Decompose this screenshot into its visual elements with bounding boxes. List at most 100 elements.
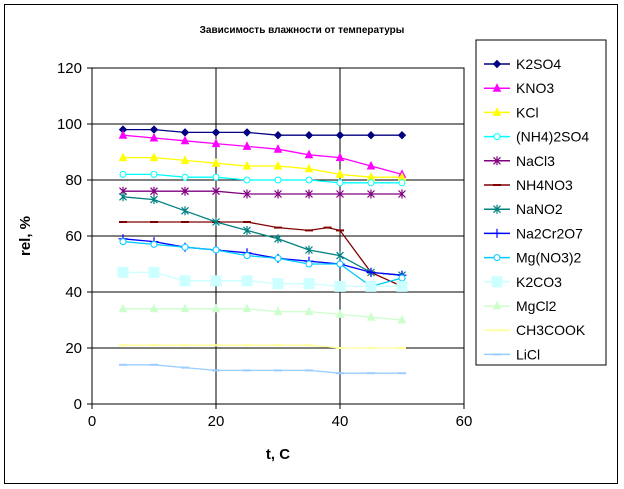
series-line xyxy=(122,196,403,276)
data-point xyxy=(241,275,253,287)
legend-entry: (NH4)2SO4 xyxy=(484,129,589,145)
data-point xyxy=(242,128,252,137)
data-point xyxy=(396,280,408,292)
data-point xyxy=(272,278,284,290)
data-point xyxy=(398,189,406,199)
legend-marker xyxy=(491,276,503,288)
data-point xyxy=(398,274,406,282)
data-point xyxy=(212,186,220,196)
y-axis-label: rel, % xyxy=(17,216,34,256)
data-point xyxy=(242,160,252,170)
data-point xyxy=(336,260,344,268)
y-tick-label: 100 xyxy=(57,116,82,133)
data-point xyxy=(367,189,375,199)
data-point xyxy=(303,278,315,290)
data-point xyxy=(181,243,189,251)
data-point xyxy=(336,189,344,199)
data-point xyxy=(398,179,406,187)
legend-label: CH3COOK xyxy=(516,322,586,338)
data-point xyxy=(366,160,376,170)
series-line xyxy=(123,173,402,184)
data-point xyxy=(211,128,221,137)
series-line xyxy=(122,238,403,276)
data-point xyxy=(335,152,345,162)
data-point xyxy=(273,130,283,140)
legend-entry: CH3COOK xyxy=(484,322,586,338)
legend-label: NaCl3 xyxy=(516,153,555,169)
data-point xyxy=(180,155,190,164)
data-point xyxy=(211,138,221,148)
data-point xyxy=(181,206,189,216)
legend-label: K2SO4 xyxy=(516,56,561,72)
data-point xyxy=(118,303,128,313)
data-point xyxy=(273,144,283,153)
data-point xyxy=(180,135,190,145)
data-point xyxy=(150,195,158,205)
data-point xyxy=(304,130,314,140)
legend-marker xyxy=(492,107,502,116)
legend-entry: Na2Cr2O7 xyxy=(484,225,583,241)
legend-label: NaNO2 xyxy=(516,201,563,217)
data-point xyxy=(397,130,407,140)
legend-marker xyxy=(493,133,501,141)
data-point xyxy=(210,275,222,287)
data-point xyxy=(149,303,159,313)
x-tick-label: 20 xyxy=(208,413,225,430)
legend-label: (NH4)2SO4 xyxy=(516,129,589,145)
series-k2co3 xyxy=(117,266,408,292)
data-point xyxy=(273,160,283,170)
data-point xyxy=(181,186,189,196)
data-point xyxy=(211,303,221,313)
data-point xyxy=(150,186,158,196)
series-kcl xyxy=(118,152,407,181)
x-axis-label: t, C xyxy=(266,446,290,463)
series-line xyxy=(122,240,403,288)
data-point xyxy=(304,149,314,159)
data-point xyxy=(305,245,313,255)
legend-label: Na2Cr2O7 xyxy=(516,225,583,241)
y-tick-label: 80 xyxy=(65,172,82,189)
data-point xyxy=(119,192,127,202)
legend-label: KNO3 xyxy=(516,80,554,96)
series-line xyxy=(123,271,402,288)
data-point xyxy=(305,176,313,184)
data-point xyxy=(274,176,282,184)
data-point xyxy=(212,173,220,181)
data-point xyxy=(149,132,159,142)
data-point xyxy=(243,176,251,184)
legend-entry: MgCl2 xyxy=(484,298,557,314)
data-point xyxy=(212,246,220,254)
x-tick-label: 40 xyxy=(332,413,349,430)
series-licl xyxy=(119,363,406,375)
legend-marker xyxy=(492,300,502,310)
legend-marker xyxy=(492,228,502,238)
data-point xyxy=(335,309,345,318)
data-point xyxy=(335,130,345,140)
data-point xyxy=(243,189,251,199)
series-line xyxy=(123,364,402,374)
legend-marker xyxy=(493,156,501,166)
legend-entry: KNO3 xyxy=(484,80,554,96)
data-point xyxy=(273,306,283,316)
y-tick-label: 20 xyxy=(65,340,82,357)
data-point xyxy=(366,267,376,277)
legend-entry: NaCl3 xyxy=(484,153,555,169)
data-point xyxy=(336,251,344,261)
data-point xyxy=(179,275,191,287)
data-point xyxy=(119,170,127,178)
data-point xyxy=(181,173,189,181)
data-point xyxy=(365,280,377,292)
chart-title: Зависимость влажности от температуры xyxy=(200,25,405,36)
y-tick-label: 40 xyxy=(65,284,82,301)
data-point xyxy=(243,225,251,235)
series-line xyxy=(123,128,402,136)
legend-entry: NaNO2 xyxy=(484,201,563,217)
legend-label: NH4NO3 xyxy=(516,177,573,193)
data-point xyxy=(119,238,127,246)
data-point xyxy=(366,130,376,140)
data-point xyxy=(336,179,344,187)
legend-label: KCl xyxy=(516,104,539,120)
legend-entry: NH4NO3 xyxy=(484,177,573,193)
data-point xyxy=(212,217,220,227)
data-point xyxy=(304,306,314,316)
